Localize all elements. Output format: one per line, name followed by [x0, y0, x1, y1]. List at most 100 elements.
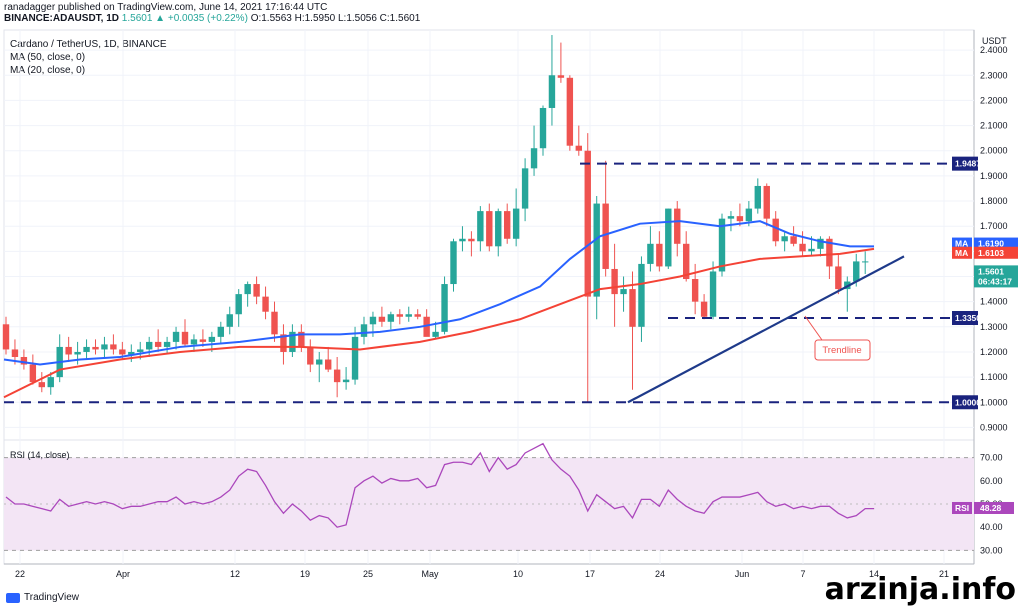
- candle-body: [495, 211, 502, 247]
- rsi-tick-label: 60.00: [980, 476, 1003, 486]
- trendline-annotation: Trendline: [804, 315, 871, 361]
- candle-body: [700, 301, 708, 317]
- rsi-band: [4, 457, 974, 551]
- candle-body: [736, 216, 744, 222]
- tag-badge-box: [952, 237, 972, 250]
- annotation-pointer: [804, 315, 823, 341]
- candle-body: [539, 107, 547, 149]
- candle-body: [799, 243, 806, 252]
- date-tick-label: 19: [300, 569, 310, 579]
- price-tag-value: 1.5601: [978, 266, 1004, 276]
- candle-body: [181, 331, 189, 345]
- date-tick-label: 22: [15, 569, 25, 579]
- candle-body: [262, 296, 269, 312]
- candle-body: [387, 314, 395, 322]
- date-tick-label: May: [421, 569, 439, 579]
- price-tick-label: 2.0000: [980, 146, 1008, 156]
- candle-body: [253, 284, 260, 297]
- ma20-line: [3, 220, 874, 366]
- candle-body: [674, 208, 681, 244]
- last-price: 1.5601: [121, 13, 153, 24]
- candle-body: [110, 344, 117, 350]
- candle-body: [244, 284, 251, 295]
- candle-body: [74, 351, 81, 355]
- time-axis: 22 Apr 12 19 25 May 10 17 24 Jun 7 14 21: [15, 569, 949, 579]
- date-tick-label: 21: [939, 569, 949, 579]
- legend-ma50: MA (50, close, 0): [10, 52, 86, 63]
- trendline: [627, 255, 905, 404]
- legend-title: Cardano / TetherUS, 1D, BINANCE: [10, 39, 167, 50]
- price-tag-value: 1.6103: [978, 248, 1004, 258]
- candle-body: [853, 261, 860, 282]
- rsi-badge-label: RSI: [955, 503, 969, 513]
- date-tick-label: Apr: [116, 569, 130, 579]
- candle-body: [92, 346, 99, 350]
- date-tick-label: 25: [363, 569, 373, 579]
- candle-body: [351, 336, 359, 380]
- candle-body: [137, 349, 144, 352]
- candle-body: [450, 241, 457, 285]
- rsi-value: 48.28: [980, 503, 1002, 513]
- price-tick-label: 2.4000: [980, 45, 1008, 55]
- candle-body: [826, 238, 833, 267]
- candle-body: [217, 326, 224, 337]
- candle-body: [396, 314, 403, 317]
- rsi-tick-label: 70.00: [980, 453, 1003, 463]
- candle-body: [781, 236, 788, 242]
- candle-body: [29, 364, 37, 383]
- candle-body: [665, 208, 672, 267]
- price-tick-label: 1.1000: [980, 372, 1008, 382]
- candle-body: [790, 236, 797, 244]
- rsi-tick-label: 30.00: [980, 545, 1003, 555]
- price-tick-label: 0.9000: [980, 422, 1008, 432]
- candle-body: [575, 145, 582, 151]
- candle-body: [83, 346, 90, 352]
- currency-label: USDT: [982, 36, 1007, 46]
- candle-body: [65, 346, 72, 355]
- candle-body: [163, 341, 171, 347]
- price-tick-label: 2.1000: [980, 121, 1008, 131]
- symbol-name: BINANCE:ADAUSDT, 1D: [4, 13, 120, 24]
- candle-body: [146, 341, 153, 350]
- candle-body: [333, 369, 341, 383]
- candle-body: [47, 377, 54, 388]
- candle-body: [754, 185, 761, 209]
- date-tick-label: 12: [230, 569, 240, 579]
- candle-body: [101, 344, 108, 350]
- candle-body: [405, 314, 412, 317]
- price-tick-label: 2.2000: [980, 95, 1008, 105]
- tag-badge-label: MA: [955, 239, 968, 249]
- candle-body: [566, 77, 574, 146]
- candle-body: [459, 238, 466, 242]
- candle-body: [38, 382, 45, 388]
- tag-badge-label: MA: [955, 248, 968, 258]
- price-tick-label: 1.4000: [980, 297, 1008, 307]
- price-change: ▲ +0.0035 (+0.22%): [155, 13, 248, 24]
- candle-body: [307, 346, 314, 365]
- candle-body: [325, 359, 332, 370]
- price-tag-countdown: 06:43:17: [978, 276, 1012, 286]
- candle-body: [414, 314, 421, 317]
- candle-body: [862, 261, 869, 263]
- rsi-line: [5, 442, 875, 528]
- candle-body: [486, 211, 493, 247]
- candle-body: [172, 331, 180, 342]
- price-tick-label: 1.2000: [980, 347, 1008, 357]
- candles: [2, 35, 869, 403]
- price-tick-label: 1.0000: [980, 397, 1008, 407]
- level-tag-box: [952, 395, 978, 410]
- candle-body: [835, 266, 842, 290]
- candle-body: [709, 271, 717, 317]
- level-tag-label: 1.9487: [955, 159, 981, 169]
- date-tick-label: 24: [655, 569, 665, 579]
- candle-body: [593, 203, 600, 297]
- level-tag-label: 1.3350: [955, 313, 981, 323]
- date-tick-label: 14: [869, 569, 879, 579]
- candle-body: [128, 351, 135, 355]
- candle-body: [441, 284, 448, 332]
- candle-body: [548, 75, 556, 108]
- candle-body: [289, 331, 296, 352]
- candle-body: [602, 203, 609, 269]
